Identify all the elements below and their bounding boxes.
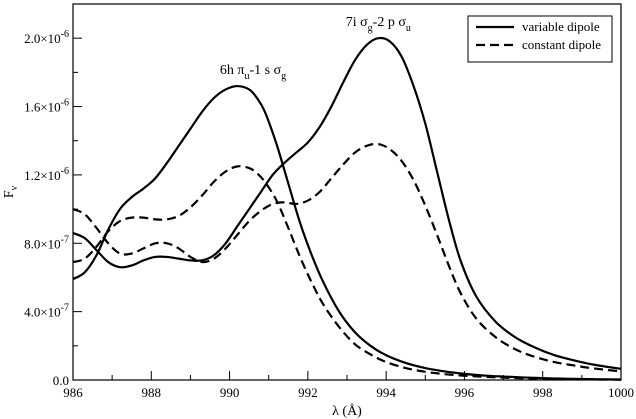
annotations: 6h πu-1 s σg 7i σg-2 p σu [220,15,411,82]
x-tick-label: 994 [376,385,396,400]
x-tick-label: 988 [142,385,162,400]
annotation-6h-pi-u-1s-sigma-g: 6h πu-1 s σg [220,63,286,82]
y-tick-exponent: -6 [61,166,69,177]
y-tick-label: 1.6×10-6 [24,98,69,115]
y-tick-exponent: -6 [61,29,69,40]
legend-label: constant dipole [522,37,601,52]
y-axis-label: Fν [2,185,20,198]
y-tick-label: 2.0×10-6 [24,29,69,46]
y-tick-mantissa: 2.0×10 [24,31,61,46]
x-tick-label: 986 [63,385,83,400]
y-tick-label: 0.0 [53,373,69,388]
x-tick-label: 998 [533,385,553,400]
y-tick-label: 1.2×10-6 [24,166,69,183]
y-tick-exponent: -7 [61,303,69,314]
series-line-constant-dipole-2 [72,165,622,381]
series-group [72,36,622,381]
y-tick-exponent: -6 [61,98,69,109]
y-tick-mantissa: 8.0×10 [24,236,61,251]
y-tick-mantissa: 0.0 [53,373,69,388]
legend: variable dipole constant dipole [467,15,613,63]
y-tick-exponent: -7 [61,234,69,245]
series-line-variable-dipole-1 [72,36,622,370]
legend-label: variable dipole [522,19,600,34]
y-tick-mantissa: 4.0×10 [24,305,61,320]
x-axis-label: λ (Å) [332,403,362,419]
y-tick-mantissa: 1.2×10 [24,168,61,183]
x-tick-label: 996 [455,385,475,400]
x-tick-label: 992 [298,385,318,400]
series-line-variable-dipole-0 [72,84,622,381]
x-tick-label: 1000 [608,385,634,400]
y-tick-label: 4.0×10-7 [24,303,69,320]
x-tick-label: 990 [220,385,240,400]
axis-ticks: 986 988 990 992 994 996 998 10000.04.0×10-78.0×… [24,29,634,400]
annotation-7i-sigma-g-2p-sigma-u: 7i σg-2 p σu [346,15,411,34]
legend-box [467,15,613,63]
series-line-constant-dipole-3 [72,142,622,373]
y-tick-mantissa: 1.6×10 [24,100,61,115]
y-tick-label: 8.0×10-7 [24,234,69,251]
